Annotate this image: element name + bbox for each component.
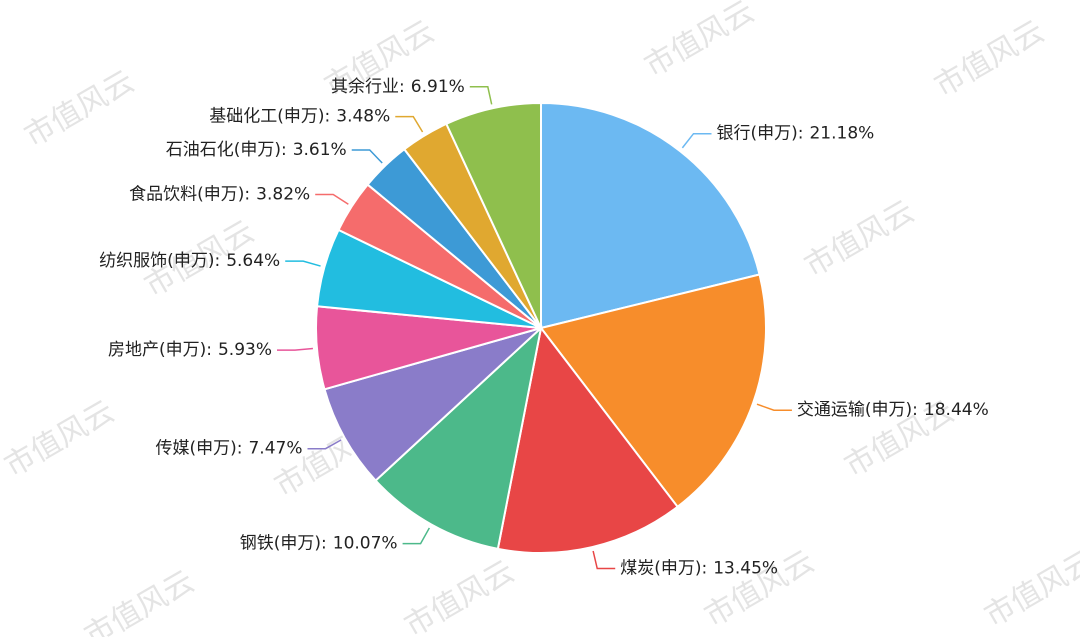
slice-category: 其余行业: [331, 77, 405, 97]
slice-value: 3.61% [293, 140, 347, 160]
slice-category: 银行(申万): [716, 124, 803, 144]
pie-slice [540, 101, 761, 330]
leader-line [469, 86, 493, 105]
slice-label: 石油石化(申万): 3.61% [166, 140, 347, 160]
watermark: 市值风云 [79, 564, 200, 637]
watermark: 市值风云 [399, 554, 520, 637]
leader-line [592, 550, 616, 570]
slice-value: 6.91% [411, 77, 465, 97]
pie-slice [445, 101, 542, 329]
watermark: 市值风云 [979, 544, 1080, 634]
slice-label: 纺织服饰(申万): 5.64% [99, 251, 280, 271]
slice-category: 煤炭(申万): [620, 559, 707, 579]
slice-label: 食品饮料(申万): 3.82% [129, 184, 310, 204]
slice-label: 银行(申万): 21.18% [716, 124, 874, 144]
watermark: 市值风云 [19, 64, 140, 154]
leader-line [276, 347, 313, 351]
slice-label: 钢铁(申万): 10.07% [240, 534, 398, 554]
leader-line [307, 439, 342, 450]
slice-value: 13.45% [713, 559, 778, 579]
leader-line [681, 132, 712, 149]
slice-category: 传媒(申万): [155, 439, 242, 459]
slice-category: 房地产(申万): [108, 340, 212, 360]
leader-line [315, 193, 349, 205]
leader-line [285, 260, 321, 267]
slice-category: 钢铁(申万): [240, 534, 327, 554]
leader-line [756, 403, 792, 411]
leader-line [395, 115, 424, 133]
slice-label: 煤炭(申万): 13.45% [620, 559, 778, 579]
slice-value: 3.48% [336, 107, 390, 127]
pie-slice [323, 327, 542, 482]
slice-category: 石油石化(申万): [166, 140, 287, 160]
slice-category: 交通运输(申万): [797, 400, 918, 420]
pie-slice [496, 325, 679, 554]
slice-category: 基础化工(申万): [209, 107, 330, 127]
watermark: 市值风云 [639, 0, 760, 84]
slice-value: 18.44% [924, 400, 989, 420]
leader-line [402, 527, 431, 545]
slice-category: 纺织服饰(申万): [99, 251, 220, 271]
watermark: 市值风云 [799, 194, 920, 284]
pie-slice [539, 273, 767, 509]
slice-value: 21.18% [809, 124, 874, 144]
leader-line [351, 149, 383, 164]
slice-label: 传媒(申万): 7.47% [155, 439, 302, 459]
slice-label: 交通运输(申万): 18.44% [797, 400, 989, 420]
slice-category: 食品饮料(申万): [129, 184, 250, 204]
slice-value: 5.64% [226, 251, 280, 271]
pie-slice [374, 325, 543, 551]
slice-label: 其余行业: 6.91% [331, 77, 465, 97]
slice-label: 房地产(申万): 5.93% [108, 340, 272, 360]
slice-value: 3.82% [256, 184, 310, 204]
slice-value: 10.07% [333, 534, 398, 554]
watermark: 市值风云 [0, 394, 120, 484]
slice-value: 5.93% [218, 340, 272, 360]
watermark: 市值风云 [929, 14, 1050, 104]
slice-value: 7.47% [248, 439, 302, 459]
slice-label: 基础化工(申万): 3.48% [209, 107, 390, 127]
